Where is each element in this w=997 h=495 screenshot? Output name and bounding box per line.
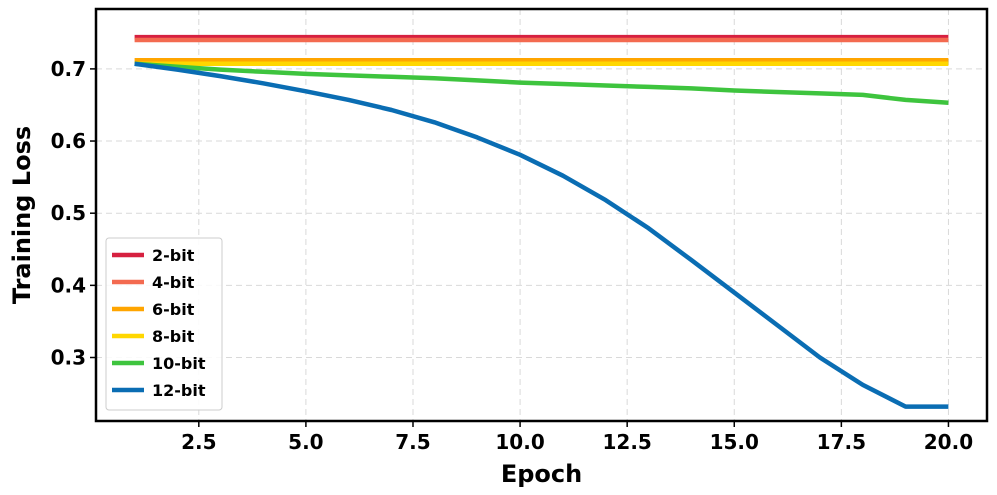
y-tick-label: 0.5: [51, 201, 86, 225]
legend-label-2-bit: 2-bit: [152, 246, 195, 265]
legend-label-8-bit: 8-bit: [152, 327, 195, 346]
x-tick-label: 2.5: [181, 430, 216, 454]
x-tick-label: 17.5: [817, 430, 866, 454]
series-line-12-bit: [134, 61, 949, 409]
legend-label-10-bit: 10-bit: [152, 354, 206, 373]
legend-label-6-bit: 6-bit: [152, 300, 195, 319]
legend: 2-bit 4-bit 6-bit 8-bit 10-bit 12-bit: [105, 237, 223, 411]
x-axis-label: Epoch: [501, 460, 582, 488]
legend-label-4-bit: 4-bit: [152, 273, 195, 292]
y-tick-label: 0.4: [51, 273, 86, 297]
x-tick-label: 5.0: [288, 430, 323, 454]
y-tick-label: 0.6: [51, 129, 86, 153]
plot-frame: [94, 7, 989, 423]
x-axis-ticks: 2.5 5.0 7.5 10.0 12.5 15.0 17.5 20.0: [181, 421, 973, 454]
x-tick-label: 12.5: [602, 430, 651, 454]
legend-label-12-bit: 12-bit: [152, 381, 206, 400]
y-tick-label: 0.7: [51, 57, 86, 81]
x-tick-label: 10.0: [495, 430, 544, 454]
x-tick-label: 15.0: [710, 430, 759, 454]
y-tick-label: 0.3: [51, 346, 86, 370]
x-tick-label: 7.5: [395, 430, 430, 454]
series-layer: [134, 34, 949, 409]
y-axis-ticks: 0.3 0.4 0.5 0.6 0.7: [51, 57, 96, 370]
x-tick-label: 20.0: [924, 430, 973, 454]
y-axis-label: Training Loss: [8, 126, 36, 304]
series-line-10-bit: [134, 61, 949, 106]
grid: [96, 9, 987, 421]
